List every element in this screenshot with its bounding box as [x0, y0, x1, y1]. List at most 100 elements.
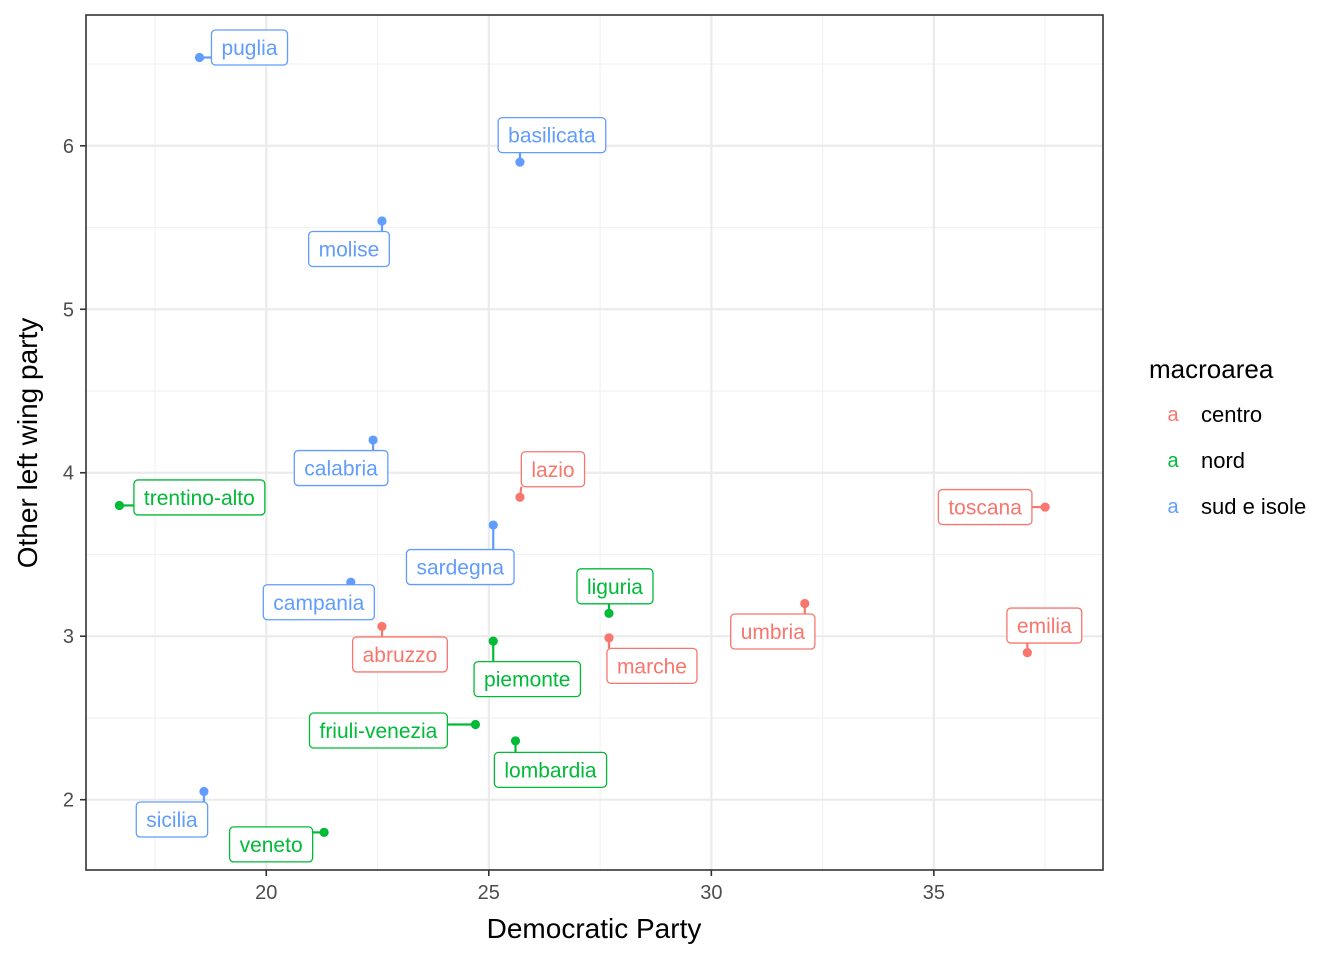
point-label-text: trentino-alto: [144, 487, 255, 510]
point-label-box: [351, 636, 448, 673]
point-label-box: [308, 712, 449, 749]
point-label-box: [937, 488, 1033, 526]
point-label-text: basilicata: [508, 125, 596, 148]
x-tick-label: 35: [923, 882, 945, 904]
point-label: piemonte: [473, 660, 582, 698]
data-points: [114, 52, 1050, 837]
point-label-box: [606, 647, 698, 685]
point-label-box: [497, 116, 607, 154]
grid: [86, 15, 1103, 870]
point-label-text: abruzzo: [363, 644, 438, 667]
legend-entry: a sud e isole: [1167, 494, 1306, 519]
x-tick-label: 25: [478, 882, 500, 904]
point-label: lombardia: [493, 751, 608, 789]
point-label: marche: [606, 647, 698, 685]
point-label: liguria: [576, 568, 654, 605]
y-tick-label: 4: [63, 463, 74, 485]
point-label-box: [405, 548, 515, 586]
legend-title: macroarea: [1149, 354, 1274, 384]
point-label-box: [473, 660, 582, 698]
point-label-text: umbria: [741, 621, 806, 644]
data-point: [377, 621, 387, 632]
point-label: abruzzo: [351, 636, 448, 673]
legend-entry: a nord: [1167, 448, 1245, 473]
data-point: [488, 520, 498, 530]
data-point: [604, 633, 614, 643]
point-label-box: [135, 801, 209, 838]
point-label-box: [730, 613, 816, 650]
point-label: emilia: [1006, 607, 1083, 644]
point-label-text: piemonte: [484, 669, 570, 692]
data-point: [319, 827, 329, 837]
point-labels: lazio toscana umbria emilia abruzzo marche tre…: [133, 29, 1083, 863]
point-label: basilicata: [497, 116, 607, 154]
data-point: [368, 435, 378, 445]
point-label-box: [133, 479, 266, 516]
point-label-text: friuli-venezia: [319, 720, 437, 743]
data-point: [1022, 647, 1032, 658]
legend-key: a: [1167, 404, 1179, 426]
point-label-text: marche: [617, 655, 687, 678]
point-label-text: sicilia: [146, 809, 198, 832]
point-label: veneto: [228, 826, 314, 863]
point-label: molise: [307, 230, 390, 268]
data-point: [604, 608, 614, 618]
data-point: [470, 719, 481, 730]
point-label-text: molise: [319, 238, 380, 261]
data-point: [194, 52, 205, 63]
point-label: sicilia: [135, 801, 209, 838]
point-label-text: liguria: [587, 576, 643, 599]
point-label-text: calabria: [304, 458, 378, 481]
y-tick-label: 6: [63, 136, 74, 158]
point-label-box: [576, 568, 654, 605]
data-point: [1040, 502, 1050, 512]
point-label: puglia: [210, 29, 289, 66]
point-label-text: puglia: [221, 37, 277, 60]
point-label-text: lazio: [531, 459, 574, 482]
data-point: [515, 492, 525, 502]
legend-label: sud e isole: [1201, 494, 1306, 519]
legend-entry: a centro: [1167, 402, 1262, 427]
plot-border: [85, 14, 1104, 871]
point-label-text: lombardia: [504, 759, 597, 782]
data-point: [199, 786, 209, 797]
data-point: [510, 736, 521, 746]
point-label-box: [262, 584, 376, 621]
point-label: lazio: [520, 451, 586, 488]
point-label: toscana: [937, 488, 1033, 526]
point-label-box: [293, 449, 389, 487]
point-label: calabria: [293, 449, 389, 487]
point-label-box: [228, 826, 314, 863]
axis-ticks: 20 25 30 35 2 3 4 5 6: [63, 136, 945, 904]
point-label: trentino-alto: [133, 479, 266, 516]
point-label-text: emilia: [1017, 615, 1072, 638]
legend-label: centro: [1201, 402, 1262, 427]
point-label-box: [210, 29, 289, 66]
point-label: umbria: [730, 613, 816, 650]
point-label-text: sardegna: [416, 557, 504, 580]
data-point: [800, 598, 810, 609]
y-tick-label: 5: [63, 299, 74, 321]
x-tick-label: 20: [255, 882, 277, 904]
point-label-text: toscana: [948, 497, 1022, 520]
point-label: sardegna: [405, 548, 515, 586]
data-point: [488, 636, 498, 646]
data-point: [114, 500, 124, 511]
point-label-box: [493, 751, 608, 789]
point-label: friuli-venezia: [308, 712, 449, 749]
legend-key: a: [1167, 496, 1179, 518]
y-tick-label: 3: [63, 626, 74, 648]
data-point: [515, 157, 525, 167]
point-label-box: [1006, 607, 1083, 644]
x-axis-title: Democratic Party: [487, 913, 702, 944]
point-label: campania: [262, 584, 376, 621]
data-point: [377, 216, 387, 226]
point-label-box: [307, 230, 390, 268]
legend-key: a: [1167, 450, 1179, 472]
y-axis-title: Other left wing party: [12, 318, 43, 569]
legend-label: nord: [1201, 448, 1245, 473]
point-label-box: [520, 451, 586, 488]
x-tick-label: 30: [700, 882, 722, 904]
